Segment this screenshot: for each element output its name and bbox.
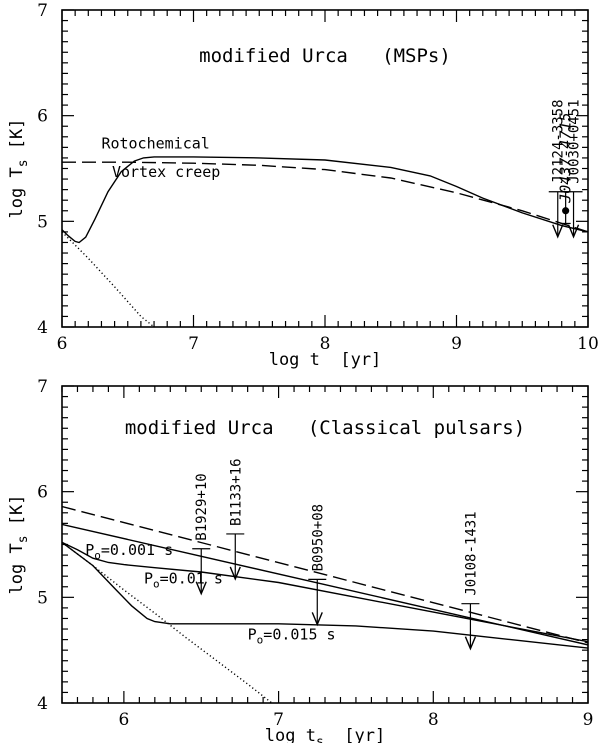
x-axis-label-sub: s (316, 735, 324, 743)
series-line-dashed (62, 505, 588, 644)
y-axis-label-main: log T (7, 167, 27, 218)
pulsar-label: B0950+08 (310, 504, 326, 571)
series-line-dotted (62, 541, 273, 703)
data-point (562, 207, 570, 215)
x-axis-label-main: log t (265, 726, 316, 743)
x-tick-label: 8 (428, 710, 439, 730)
series-line-dashed (62, 161, 588, 233)
y-tick-label: 7 (37, 377, 48, 397)
curve-label: Vortex creep (112, 163, 220, 181)
series-line-solid (62, 541, 588, 643)
upper-limit-arrow (229, 566, 241, 581)
panel-msps: 6 7 8 9 10 4 5 6 7 modified Urca (MSPs) log t [yr]… (7, 1, 599, 370)
series-line-dotted (62, 231, 155, 327)
y-tick-label: 5 (37, 212, 48, 232)
y-axis-label: log Ts [K] (7, 495, 31, 595)
curve-label-text: P (144, 570, 153, 588)
y-axis-label-sub: s (16, 535, 31, 543)
upper-limit-arrow (464, 636, 477, 651)
pulsar-label: J0437-4715 (557, 112, 575, 203)
x-tick-label: 8 (320, 334, 331, 354)
curve-label-text: Vortex creep (112, 163, 220, 181)
y-tick-label: 7 (37, 1, 48, 21)
y-axis-label-main: log T (7, 543, 27, 594)
curve-label-rest: =0.001 s (101, 541, 173, 559)
curve-label-sub: o (94, 549, 101, 562)
x-axis-label: log t [yr] (269, 350, 382, 370)
curve-label-text: P (248, 626, 257, 644)
upper-limit-arrow (195, 581, 207, 596)
panel-classical-pulsars: 6 7 8 9 4 5 6 7 modified Urca (Classical pulsars… (7, 377, 593, 743)
y-axis-label-unit: [K] (7, 495, 27, 536)
x-tick-label: 10 (577, 334, 599, 354)
curve-label-rest: =0.015 s (263, 626, 335, 644)
upper-limit-arrow (552, 224, 564, 239)
curve-label: Po=0.01 s (144, 570, 223, 591)
x-tick-label: 7 (273, 710, 284, 730)
pulsar-label: J0108-1431 (463, 511, 479, 595)
curve-label-sub: o (153, 578, 160, 591)
pulsar-label: J2124-3358 (551, 99, 567, 183)
y-axis-label: log Ts [K] (7, 119, 31, 219)
y-tick-label: 4 (37, 318, 48, 338)
chart-title: modified Urca (MSPs) (199, 45, 451, 67)
x-tick-label: 6 (57, 334, 68, 354)
curve-label: Rotochemical (101, 134, 209, 152)
pulsar-label: B1133+16 (228, 458, 244, 525)
curve-label-sub: o (257, 634, 264, 647)
y-tick-label: 5 (37, 588, 48, 608)
y-tick-label: 4 (37, 694, 48, 714)
x-tick-label: 7 (188, 334, 199, 354)
y-axis-label-unit: [K] (7, 119, 27, 160)
x-axis-label-unit: [yr] (324, 726, 385, 743)
x-tick-label: 9 (451, 334, 462, 354)
curve-label-text: P (85, 541, 94, 559)
x-axis-label: log ts [yr] (265, 726, 385, 743)
pulsar-label: J0030+0451 (567, 99, 583, 183)
x-axis-label-main: log t [yr] (269, 350, 382, 370)
series-line-solid (62, 156, 588, 244)
y-tick-label: 6 (37, 107, 48, 127)
pulsar-label: B1929+10 (194, 473, 210, 540)
x-tick-label: 6 (118, 710, 129, 730)
curve-label-rest: =0.01 s (160, 570, 223, 588)
curve-label: Po=0.015 s (248, 626, 336, 647)
chart-title: modified Urca (Classical pulsars) (125, 417, 525, 439)
series-line-solid (62, 541, 588, 649)
upper-limit-arrow (567, 224, 580, 239)
x-tick-label: 9 (583, 710, 594, 730)
y-axis-label-sub: s (16, 159, 31, 167)
curve-label: Po=0.001 s (85, 541, 173, 562)
upper-limit-arrow (311, 612, 323, 627)
y-tick-label: 6 (37, 483, 48, 503)
curve-label-text: Rotochemical (101, 134, 209, 152)
